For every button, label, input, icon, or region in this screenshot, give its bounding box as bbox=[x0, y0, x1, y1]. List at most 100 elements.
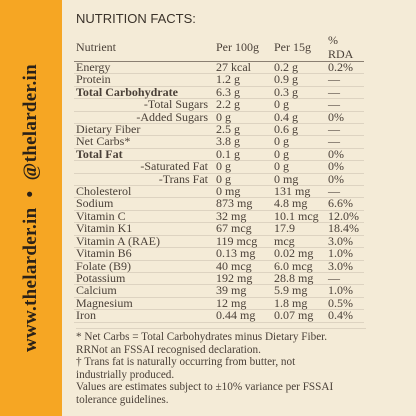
cell: 12.0% bbox=[326, 210, 364, 224]
cell: -Saturated Fat bbox=[74, 160, 214, 174]
cell: 0% bbox=[326, 160, 364, 174]
cell: 1.2 g bbox=[214, 73, 272, 87]
cell: Vitamin C bbox=[74, 210, 214, 224]
cell: — bbox=[326, 86, 364, 100]
cell: Dietary Fiber bbox=[74, 123, 214, 137]
header-cell: % RDA bbox=[326, 33, 364, 62]
row: Vitamin K1 67 mcg 17.9 18.4% bbox=[74, 222, 364, 236]
cell: 39 mg bbox=[214, 284, 272, 298]
row: Vitamin A (RAE) 119 mcg mcg 3.0% bbox=[74, 234, 364, 249]
cell: 18.4% bbox=[326, 222, 364, 236]
cell: 131 mg bbox=[272, 185, 326, 199]
cell: 0.44 mg bbox=[214, 309, 272, 323]
cell: -Trans Fat bbox=[74, 172, 214, 187]
cell: -Added Sugars bbox=[74, 110, 214, 125]
footnote: † Trans fat is naturally occurring from … bbox=[76, 356, 296, 369]
cell: Net Carbs* bbox=[74, 135, 214, 149]
header-row: Nutrient Per 100g Per 15g% RDA bbox=[74, 33, 364, 62]
row: Potassium 192 mg 28.8 mg — bbox=[74, 272, 364, 286]
cell: 0.1 g bbox=[214, 148, 272, 162]
cell: 0 g bbox=[272, 160, 326, 174]
cell: Magnesium bbox=[74, 297, 214, 311]
cell: 0.2 g bbox=[272, 61, 326, 75]
row: Sodium 873 mg 4.8 mg 6.6% bbox=[74, 197, 364, 211]
footnote: tolerance guidelines. bbox=[76, 393, 169, 406]
cell: 27 kcal bbox=[214, 61, 272, 75]
row: Protein 1.2 g 0.9 g — bbox=[74, 73, 364, 87]
cell: 12 mg bbox=[214, 297, 272, 311]
cell: 0 g bbox=[272, 135, 326, 149]
cell: — bbox=[326, 123, 364, 137]
footnote: RRNot an FSSAI recognised declaration. bbox=[76, 343, 261, 356]
cell: 0 g bbox=[214, 172, 272, 187]
cell: 0.07 mg bbox=[272, 309, 326, 323]
cell: 1.0% bbox=[326, 284, 364, 298]
cell: 0 g bbox=[272, 98, 326, 112]
title: NUTRITION FACTS: bbox=[76, 11, 196, 26]
cell: — bbox=[326, 98, 364, 112]
cell: 0% bbox=[326, 110, 364, 125]
cell: 6.6% bbox=[326, 197, 364, 211]
cell: Protein bbox=[74, 73, 214, 87]
cell: 32 mg bbox=[214, 210, 272, 224]
cell: 0.02 mg bbox=[272, 247, 326, 261]
row: Total Carbohydrate 6.3 g 0.3 g — bbox=[74, 86, 364, 100]
cell: 40 mcg bbox=[214, 259, 272, 273]
header-cell: Nutrient bbox=[74, 33, 214, 62]
row: Vitamin B6 0.13 mg 0.02 mg 1.0% bbox=[74, 247, 364, 261]
row: Iron 0.44 mg 0.07 mg 0.4% bbox=[74, 309, 364, 323]
cell: 0.4% bbox=[326, 309, 364, 323]
row: Energy 27 kcal 0.2 g 0.2% bbox=[74, 61, 364, 75]
cell: Vitamin K1 bbox=[74, 222, 214, 236]
cell: 0 mg bbox=[272, 172, 326, 187]
side-strip: www.thelarder.in • @thelarder.in bbox=[0, 0, 62, 416]
cell: 0.4 g bbox=[272, 110, 326, 125]
cell: Iron bbox=[74, 309, 214, 323]
cell: 6.3 g bbox=[214, 86, 272, 100]
cell: 4.8 mg bbox=[272, 197, 326, 211]
cell: 0 g bbox=[214, 110, 272, 125]
row: Vitamin C 32 mg 10.1 mcg 12.0% bbox=[74, 210, 364, 224]
cell: 67 mcg bbox=[214, 222, 272, 236]
cell: Calcium bbox=[74, 284, 214, 298]
cell: 10.1 mcg bbox=[272, 210, 326, 224]
cell: 3.0% bbox=[326, 259, 364, 273]
cell: 192 mg bbox=[214, 272, 272, 286]
cell: 0% bbox=[326, 172, 364, 187]
row: Folate (B9) 40 mcg 6.0 mcg 3.0% bbox=[74, 259, 364, 273]
cell: 28.8 mg bbox=[272, 272, 326, 286]
cell: Potassium bbox=[74, 272, 214, 286]
cell: 0% bbox=[326, 148, 364, 162]
cell: 5.9 mg bbox=[272, 284, 326, 298]
cell: Cholesterol bbox=[74, 185, 214, 199]
cell: 0 g bbox=[272, 148, 326, 162]
cell: 3.0% bbox=[326, 234, 364, 249]
cell: 3.8 g bbox=[214, 135, 272, 149]
nutrition-table: Nutrient Per 100g Per 15g% RDA Energy 27 kca… bbox=[74, 33, 364, 323]
cell: 0 g bbox=[214, 160, 272, 174]
cell: 0.6 g bbox=[272, 123, 326, 137]
cell: 17.9 bbox=[272, 222, 326, 236]
row: -Added Sugars 0 g 0.4 g 0% bbox=[74, 110, 364, 125]
footnote: * Net Carbs = Total Carbohydrates minus … bbox=[76, 331, 328, 343]
cell: Total Carbohydrate bbox=[74, 86, 214, 100]
cell: Folate (B9) bbox=[74, 259, 214, 273]
cell: Energy bbox=[74, 61, 214, 75]
header-cell: Per 100g bbox=[214, 33, 272, 62]
cell: Vitamin A (RAE) bbox=[74, 234, 214, 249]
cell: 0.5% bbox=[326, 297, 364, 311]
row: Calcium 39 mg 5.9 mg 1.0% bbox=[74, 284, 364, 298]
footnotes: * Net Carbs = Total Carbohydrates minus … bbox=[76, 328, 366, 407]
cell: — bbox=[326, 272, 364, 286]
side-text: www.thelarder.in • @thelarder.in bbox=[20, 63, 41, 353]
row: Cholesterol 0 mg 131 mg — bbox=[74, 185, 364, 199]
cell: Total Fat bbox=[74, 148, 214, 162]
row: Dietary Fiber 2.5 g 0.6 g — bbox=[74, 123, 364, 137]
cell: 1.8 mg bbox=[272, 297, 326, 311]
cell: 873 mg bbox=[214, 197, 272, 211]
cell: — bbox=[326, 135, 364, 149]
cell: 1.0% bbox=[326, 247, 364, 261]
